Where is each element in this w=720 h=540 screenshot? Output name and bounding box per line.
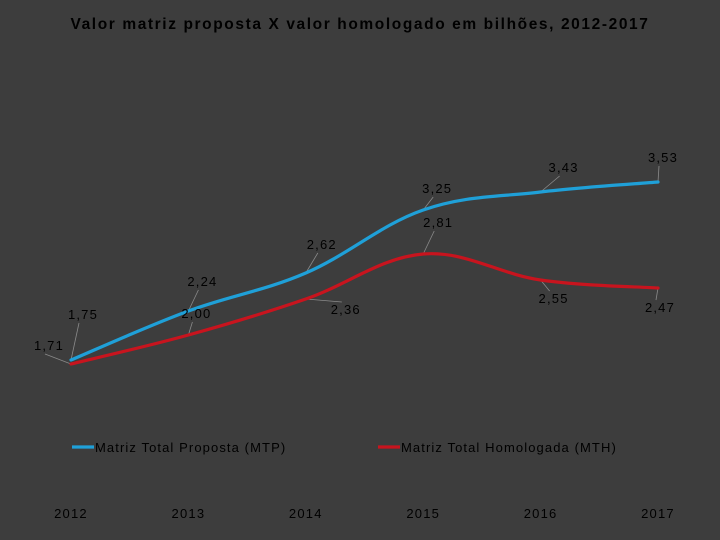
series-line-mth (69, 252, 660, 366)
data-label-mth-2014: 2,36 (331, 302, 361, 317)
legend-label-mth: Matriz Total Homologada (MTH) (401, 440, 617, 455)
leader-line (70, 322, 80, 361)
leader-line (188, 289, 199, 312)
data-label-mth-2016: 2,55 (539, 291, 569, 306)
leader-line (657, 165, 660, 183)
x-tick-label-2012: 2012 (54, 506, 88, 521)
leader-line (422, 230, 435, 255)
data-label-mth-2013: 2,00 (181, 306, 211, 321)
data-label-mtp-2013: 2,24 (187, 274, 217, 289)
x-tick-label-2016: 2016 (524, 506, 558, 521)
leader-line (305, 252, 319, 274)
legend-label-mtp: Matriz Total Proposta (MTP) (95, 440, 286, 455)
data-label-mtp-2017: 3,53 (648, 150, 678, 165)
data-label-mth-2017: 2,47 (645, 300, 675, 315)
leader-line (655, 287, 659, 301)
leader-lines (44, 165, 660, 365)
data-label-mth-2012: 1,71 (34, 338, 64, 353)
data-label-mtp-2012: 1,75 (68, 307, 98, 322)
data-label-mtp-2014: 2,62 (307, 237, 337, 252)
x-axis: 2012 2013 2014 2015 2016 2017 (54, 506, 675, 521)
chart-title: Valor matriz proposta X valor homologado… (70, 16, 650, 33)
series-line-mtp (69, 180, 660, 362)
x-tick-label-2013: 2013 (172, 506, 206, 521)
leader-line (540, 175, 560, 193)
data-labels: 1,75 2,24 2,62 3,25 3,43 3,53 1,71 2,00 2,36 2,81… (34, 150, 678, 353)
data-label-mth-2015: 2,81 (423, 215, 453, 230)
x-tick-label-2015: 2015 (406, 506, 440, 521)
x-tick-label-2017: 2017 (641, 506, 675, 521)
legend: Matriz Total Proposta (MTP) Matriz Total … (72, 440, 617, 455)
leader-line (188, 321, 193, 336)
data-label-mtp-2016: 3,43 (549, 160, 579, 175)
leader-line (44, 353, 72, 365)
series-lines (69, 180, 660, 366)
leader-line (540, 279, 550, 292)
x-tick-label-2014: 2014 (289, 506, 323, 521)
data-label-mtp-2015: 3,25 (422, 181, 452, 196)
leader-line (305, 298, 342, 303)
